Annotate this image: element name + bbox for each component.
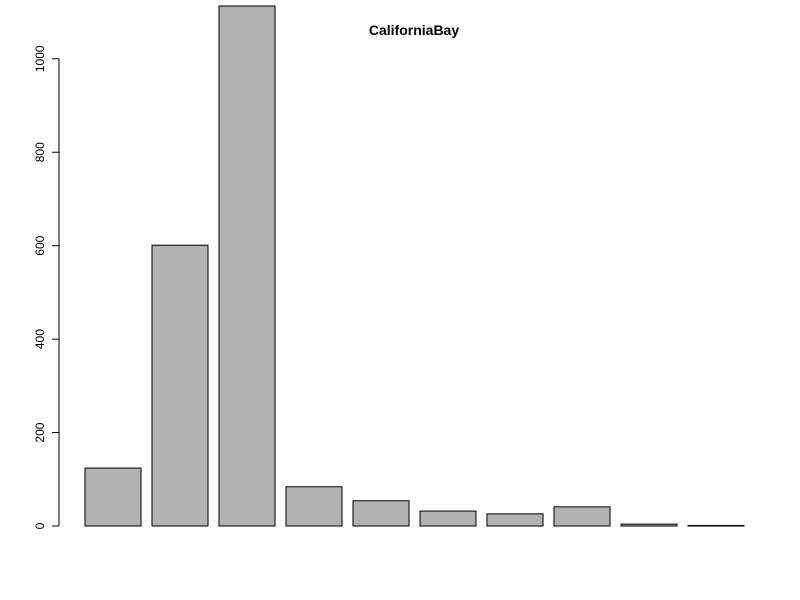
- y-tick-label: 800: [33, 142, 47, 162]
- y-tick-label: 600: [33, 235, 47, 255]
- chart-title: CaliforniaBay: [369, 22, 459, 38]
- bar: [620, 523, 678, 527]
- bar: [553, 506, 611, 527]
- bar: [285, 486, 343, 527]
- bar: [218, 5, 276, 527]
- y-tick-label: 0: [33, 522, 47, 529]
- y-tick-label: 1000: [33, 45, 47, 72]
- bar: [151, 244, 209, 527]
- bar: [84, 467, 142, 527]
- bar: [352, 500, 410, 527]
- bar: [419, 510, 477, 527]
- bar: [486, 513, 544, 527]
- y-tick-label: 400: [33, 329, 47, 349]
- y-tick-label: 200: [33, 422, 47, 442]
